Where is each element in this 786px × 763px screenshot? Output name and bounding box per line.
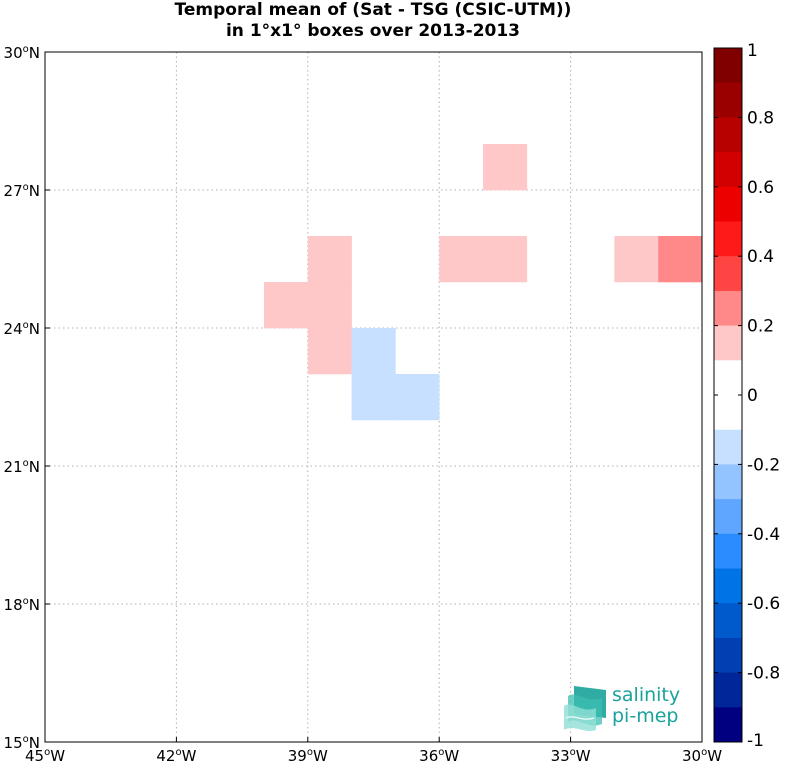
heatmap-cell — [658, 236, 703, 283]
colorbar-segments — [714, 48, 742, 743]
heatmap-cell — [264, 282, 309, 329]
colorbar-segment — [714, 221, 742, 257]
heatmap-cell — [614, 236, 659, 283]
heatmap-cell — [483, 144, 528, 191]
colorbar-segment — [714, 707, 742, 743]
heatmap-cell — [351, 328, 396, 375]
colorbar-segment — [714, 637, 742, 673]
colorbar-segment — [714, 117, 742, 153]
y-tick-label: 18oN — [4, 596, 40, 614]
title-line-1: Temporal mean of (Sat - TSG (CSIC-UTM)) — [174, 0, 572, 20]
wave-logo-icon — [564, 686, 606, 731]
y-axis-ticks: 15oN 18oN 21oN 24oN 27oN 30oN — [4, 44, 50, 752]
x-axis-ticks: 45oW 42oW 39oW 36oW 33oW 30oW — [25, 737, 722, 763]
colorbar-tick-label: 0 — [747, 386, 758, 406]
colorbar-segment — [714, 464, 742, 500]
plot-frame — [44, 51, 703, 743]
x-tick-label: 45oW — [25, 747, 65, 763]
colorbar-segment — [714, 499, 742, 535]
colorbar-tick-label: 0.8 — [747, 108, 774, 128]
colorbar-segment — [714, 82, 742, 118]
heatmap-cells — [264, 144, 703, 421]
colorbar-segment — [714, 186, 742, 222]
chart-title: Temporal mean of (Sat - TSG (CSIC-UTM)) … — [0, 0, 746, 42]
colorbar-segment — [714, 325, 742, 361]
colorbar-segment — [714, 290, 742, 326]
x-tick-label: 39oW — [288, 747, 328, 763]
y-tick-label: 21oN — [4, 458, 40, 476]
logo-text-salinity: salinity — [612, 684, 680, 706]
colorbar-tick-label: -0.4 — [747, 525, 780, 545]
title-line-2: in 1°x1° boxes over 2013-2013 — [225, 21, 521, 41]
colorbar-segment — [714, 360, 742, 396]
y-tick-label: 15oN — [4, 734, 40, 752]
y-tick-label: 30oN — [4, 44, 40, 62]
y-tick-label: 24oN — [4, 320, 40, 338]
heatmap-cell — [307, 282, 352, 329]
colorbar-tick-label: 0.4 — [747, 247, 774, 267]
colorbar-segment — [714, 395, 742, 431]
colorbar-segment — [714, 672, 742, 708]
salinity-pimep-logo: salinity pi-mep — [564, 684, 680, 731]
heatmap-cell — [483, 236, 528, 283]
colorbar-tick-label: 0.2 — [747, 317, 774, 337]
colorbar-tick-label: 1 — [747, 41, 758, 61]
colorbar-tick-label: -1 — [747, 731, 764, 751]
x-tick-label: 42oW — [156, 747, 196, 763]
x-tick-label: 33oW — [551, 747, 591, 763]
colorbar-segment — [714, 429, 742, 465]
colorbar-tick-label: 0.6 — [747, 178, 774, 198]
x-tick-label: 30oW — [682, 747, 722, 763]
colorbar-segment — [714, 152, 742, 188]
colorbar-segment — [714, 603, 742, 639]
colorbar-segment — [714, 568, 742, 604]
colorbar-segment — [714, 533, 742, 569]
colorbar-ticks: 1 0.8 0.6 0.4 0.2 0 -0.2 -0.4 -0.6 -0.8 -1 — [714, 41, 780, 751]
colorbar-tick-label: -0.8 — [747, 664, 780, 684]
colorbar-tick-label: -0.2 — [747, 455, 780, 475]
colorbar-segment — [714, 256, 742, 292]
heatmap-cell — [351, 374, 396, 421]
heatmap-cell — [395, 374, 440, 421]
colorbar-tick-label: -0.6 — [747, 594, 780, 614]
x-tick-label: 36oW — [419, 747, 459, 763]
logo-text-pimep: pi-mep — [612, 705, 678, 727]
heatmap-cell — [307, 328, 352, 375]
heatmap-cell — [439, 236, 484, 283]
y-tick-label: 27oN — [4, 182, 40, 200]
heatmap-cell — [307, 236, 352, 283]
colorbar-segment — [714, 48, 742, 84]
